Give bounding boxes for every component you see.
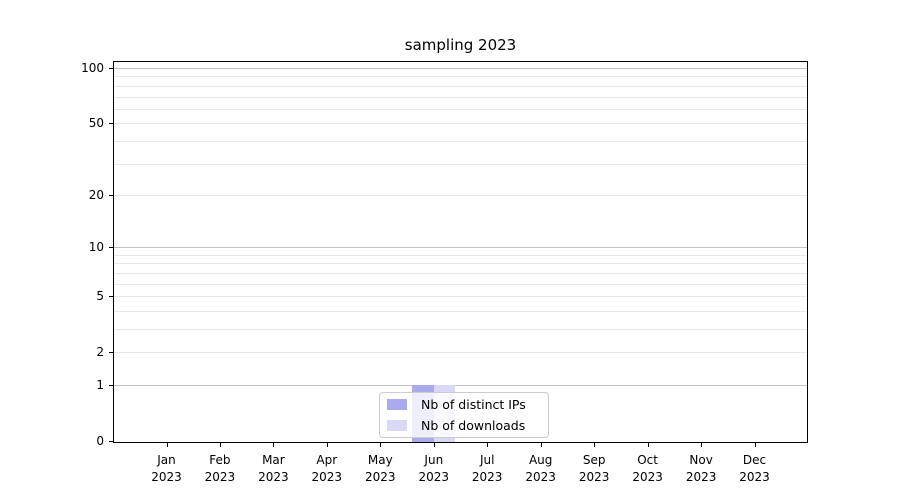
y-gridline-minor xyxy=(114,263,807,265)
x-tick-label: Apr 2023 xyxy=(311,453,343,484)
chart-title: sampling 2023 xyxy=(404,36,517,54)
y-gridline-major xyxy=(114,385,807,386)
y-tick-label: 1 xyxy=(96,378,104,392)
y-tick-label: 0 xyxy=(96,434,104,448)
y-tick-label: 100 xyxy=(81,61,104,75)
y-tick xyxy=(109,123,113,125)
y-tick-label: 5 xyxy=(96,289,104,304)
x-tick-label: Mar 2023 xyxy=(258,453,289,484)
legend-label: Nb of downloads xyxy=(421,418,526,433)
y-tick xyxy=(109,296,113,298)
legend-label: Nb of distinct IPs xyxy=(421,397,526,412)
x-tick-label: Jul 2023 xyxy=(471,453,503,484)
x-tick xyxy=(594,443,596,447)
y-tick xyxy=(109,68,113,69)
y-gridline-minor xyxy=(114,108,807,110)
y-gridline-minor xyxy=(114,140,807,142)
legend-swatch-distinct-ips xyxy=(387,399,407,410)
x-tick xyxy=(487,443,489,447)
y-gridline-minor xyxy=(114,163,807,165)
y-tick xyxy=(109,441,113,442)
x-tick xyxy=(433,443,435,447)
legend-swatch-downloads xyxy=(387,420,407,431)
x-tick-label: Feb 2023 xyxy=(204,453,236,484)
y-gridline-minor xyxy=(114,352,807,354)
plot-area xyxy=(113,61,808,443)
y-gridline-minor xyxy=(114,96,807,98)
y-gridline-minor xyxy=(114,329,807,330)
y-gridline-minor xyxy=(114,76,807,78)
y-tick xyxy=(109,247,113,249)
y-tick xyxy=(109,194,113,196)
y-tick-label: 2 xyxy=(96,345,104,360)
x-tick-label: May 2023 xyxy=(365,453,396,484)
x-tick xyxy=(754,443,756,447)
x-tick xyxy=(701,443,703,447)
x-tick-label: Nov 2023 xyxy=(685,453,717,484)
y-tick-label: 20 xyxy=(88,187,104,202)
x-tick xyxy=(273,443,275,447)
y-tick-label: 50 xyxy=(88,116,104,131)
y-gridline-minor xyxy=(114,85,807,87)
x-tick xyxy=(380,443,382,447)
x-tick xyxy=(647,443,649,447)
y-tick xyxy=(109,352,113,354)
y-gridline-major xyxy=(114,68,807,69)
x-tick-label: Jun 2023 xyxy=(418,453,450,484)
y-gridline-major xyxy=(114,247,807,249)
x-tick xyxy=(326,443,328,447)
y-tick-label: 10 xyxy=(88,240,104,255)
legend-row: Nb of distinct IPs xyxy=(380,394,548,415)
x-tick-label: Dec 2023 xyxy=(739,453,770,484)
y-gridline-minor xyxy=(114,310,807,312)
y-gridline-minor xyxy=(114,296,807,298)
legend: Nb of distinct IPs Nb of downloads xyxy=(379,392,549,438)
y-gridline-minor xyxy=(114,283,807,285)
x-tick-label: Sep 2023 xyxy=(578,453,610,484)
y-gridline-minor xyxy=(114,272,807,274)
x-tick-label: Aug 2023 xyxy=(525,453,556,484)
legend-row: Nb of downloads xyxy=(380,415,548,436)
x-tick xyxy=(540,443,542,447)
y-gridline-minor xyxy=(114,123,807,125)
y-gridline-minor xyxy=(114,254,807,256)
y-tick xyxy=(109,385,113,386)
x-tick xyxy=(166,443,168,447)
x-tick xyxy=(219,443,221,447)
x-tick-label: Oct 2023 xyxy=(632,453,663,484)
y-gridline-minor xyxy=(114,194,807,196)
x-tick-label: Jan 2023 xyxy=(151,453,182,484)
